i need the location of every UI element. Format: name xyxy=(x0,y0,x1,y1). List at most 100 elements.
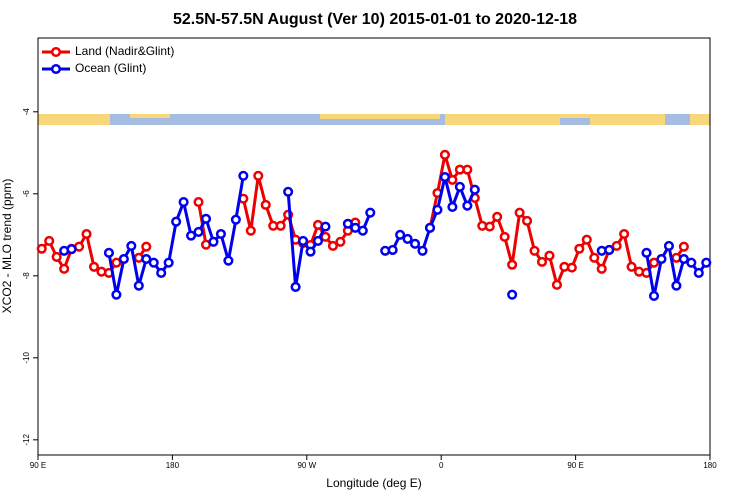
series-marker xyxy=(36,243,47,254)
series-marker xyxy=(611,240,622,251)
series-marker xyxy=(305,246,316,257)
series-marker xyxy=(596,263,607,274)
series-marker xyxy=(223,255,234,266)
series-marker xyxy=(133,280,144,291)
series-marker xyxy=(365,207,376,218)
series-marker xyxy=(51,251,62,263)
series-marker xyxy=(253,170,264,181)
series-marker xyxy=(410,238,421,249)
series-marker xyxy=(656,253,667,265)
series-marker xyxy=(589,252,600,263)
series-marker xyxy=(312,235,324,247)
series-marker xyxy=(678,241,689,252)
series-marker xyxy=(357,225,368,236)
series-marker xyxy=(701,257,712,268)
series-marker xyxy=(118,253,129,265)
series-marker xyxy=(215,228,226,240)
series-marker xyxy=(178,196,189,208)
series-marker xyxy=(283,186,294,197)
series-marker xyxy=(88,261,100,272)
y-tick-label: -8 xyxy=(22,272,31,280)
series-marker xyxy=(686,257,697,268)
series-marker xyxy=(126,240,137,251)
series-marker xyxy=(522,215,533,226)
series-marker xyxy=(648,290,660,301)
series-marker xyxy=(103,247,114,258)
series-marker xyxy=(200,213,212,224)
series-marker xyxy=(566,262,577,273)
series-marker xyxy=(462,200,473,211)
legend-label: Land (Nadir&Glint) xyxy=(75,44,174,58)
series-marker xyxy=(663,240,674,251)
series-marker xyxy=(439,171,450,183)
x-tick-label: 180 xyxy=(703,461,717,470)
y-tick-label: -4 xyxy=(22,108,31,116)
series-marker xyxy=(626,261,637,272)
series-marker xyxy=(507,259,518,270)
series-marker xyxy=(648,257,660,268)
series-marker xyxy=(238,170,249,181)
series-marker xyxy=(447,201,458,212)
series-marker xyxy=(395,229,406,240)
series-marker xyxy=(574,243,585,254)
series-marker xyxy=(298,235,309,247)
series-marker xyxy=(342,218,353,229)
series-marker xyxy=(641,247,652,258)
series-marker xyxy=(320,221,331,232)
x-tick-label: 180 xyxy=(166,461,180,470)
x-axis-label: Longitude (deg E) xyxy=(326,476,421,490)
series-marker xyxy=(604,244,615,256)
series-marker xyxy=(544,250,555,261)
series-marker xyxy=(439,149,450,160)
y-tick-label: -12 xyxy=(22,433,31,445)
series-marker xyxy=(275,220,286,231)
series-marker xyxy=(514,207,525,218)
series-marker xyxy=(551,279,562,290)
series-marker xyxy=(44,235,55,247)
series-marker xyxy=(81,228,92,240)
series-marker xyxy=(193,226,204,237)
series-marker xyxy=(141,241,152,252)
series-marker xyxy=(156,267,167,278)
y-tick-label: -10 xyxy=(22,351,31,363)
x-tick-label: 0 xyxy=(439,461,444,470)
map-strip xyxy=(38,114,710,125)
series-marker xyxy=(387,244,398,256)
series-marker xyxy=(230,214,241,225)
series-marker xyxy=(402,233,413,244)
series-marker xyxy=(141,253,152,265)
series-marker xyxy=(454,181,465,192)
series-line xyxy=(40,153,686,287)
series-marker xyxy=(163,257,174,268)
series-marker xyxy=(208,236,219,247)
series-marker xyxy=(111,257,122,268)
series-marker xyxy=(693,267,704,278)
series-marker xyxy=(186,230,197,241)
legend-marker xyxy=(50,63,62,75)
series-marker xyxy=(678,253,689,265)
series-marker xyxy=(260,199,271,210)
x-tick-label: 90 W xyxy=(297,461,316,470)
series-marker xyxy=(171,216,182,227)
series-marker xyxy=(484,221,495,232)
series-marker xyxy=(424,222,436,233)
series-marker xyxy=(417,245,428,256)
series-marker xyxy=(111,289,122,300)
series-marker xyxy=(327,240,338,251)
series-marker xyxy=(499,231,510,242)
series-marker xyxy=(619,228,630,240)
series-marker xyxy=(193,196,204,208)
series-marker xyxy=(462,164,473,175)
legend-marker xyxy=(50,46,62,58)
series-marker xyxy=(245,225,256,236)
series-marker xyxy=(536,256,548,267)
series-marker xyxy=(469,184,480,195)
series-marker xyxy=(66,244,77,255)
series-marker xyxy=(148,257,159,268)
series-marker xyxy=(581,234,592,245)
series-marker xyxy=(671,280,682,291)
series-marker xyxy=(507,289,518,300)
x-tick-label: 90 E xyxy=(567,461,583,470)
y-tick-label: -6 xyxy=(22,190,31,198)
